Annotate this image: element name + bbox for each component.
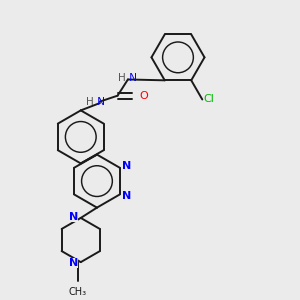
Text: CH₃: CH₃: [69, 286, 87, 297]
Text: O: O: [140, 91, 148, 101]
Text: N: N: [122, 161, 131, 171]
Text: N: N: [122, 191, 131, 201]
Text: N: N: [125, 73, 136, 83]
Text: H: H: [86, 97, 94, 106]
Text: N: N: [69, 212, 78, 222]
Text: N: N: [94, 97, 105, 106]
Text: Cl: Cl: [204, 94, 214, 104]
Text: N: N: [69, 258, 78, 268]
Text: H: H: [118, 73, 125, 83]
